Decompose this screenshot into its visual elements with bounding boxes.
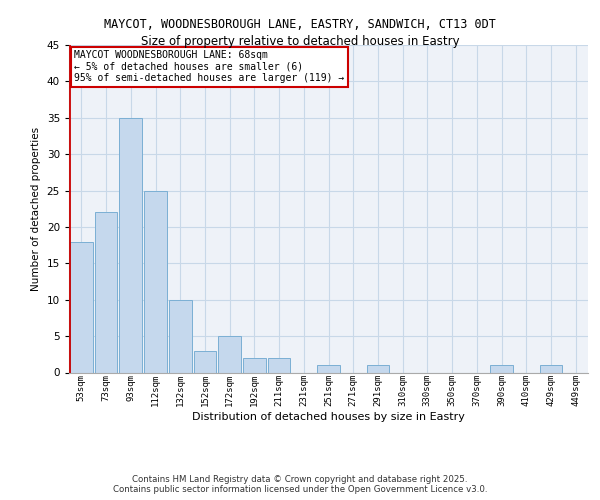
Bar — [243, 358, 266, 372]
Text: Contains HM Land Registry data © Crown copyright and database right 2025.
Contai: Contains HM Land Registry data © Crown c… — [113, 474, 487, 494]
Text: MAYCOT, WOODNESBOROUGH LANE, EASTRY, SANDWICH, CT13 0DT: MAYCOT, WOODNESBOROUGH LANE, EASTRY, SAN… — [104, 18, 496, 30]
Bar — [539, 365, 562, 372]
Bar — [194, 350, 216, 372]
Bar — [119, 118, 142, 372]
X-axis label: Distribution of detached houses by size in Eastry: Distribution of detached houses by size … — [192, 412, 465, 422]
Bar — [367, 365, 389, 372]
Bar — [169, 300, 191, 372]
Bar — [95, 212, 118, 372]
Bar — [268, 358, 290, 372]
Bar — [317, 365, 340, 372]
Bar — [70, 242, 93, 372]
Bar — [144, 190, 167, 372]
Text: Size of property relative to detached houses in Eastry: Size of property relative to detached ho… — [140, 35, 460, 48]
Bar — [490, 365, 513, 372]
Bar — [218, 336, 241, 372]
Text: MAYCOT WOODNESBOROUGH LANE: 68sqm
← 5% of detached houses are smaller (6)
95% of: MAYCOT WOODNESBOROUGH LANE: 68sqm ← 5% o… — [74, 50, 344, 83]
Y-axis label: Number of detached properties: Number of detached properties — [31, 126, 41, 291]
